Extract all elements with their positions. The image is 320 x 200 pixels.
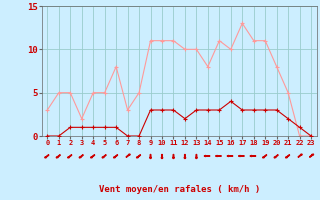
X-axis label: Vent moyen/en rafales ( km/h ): Vent moyen/en rafales ( km/h ) xyxy=(99,185,260,194)
